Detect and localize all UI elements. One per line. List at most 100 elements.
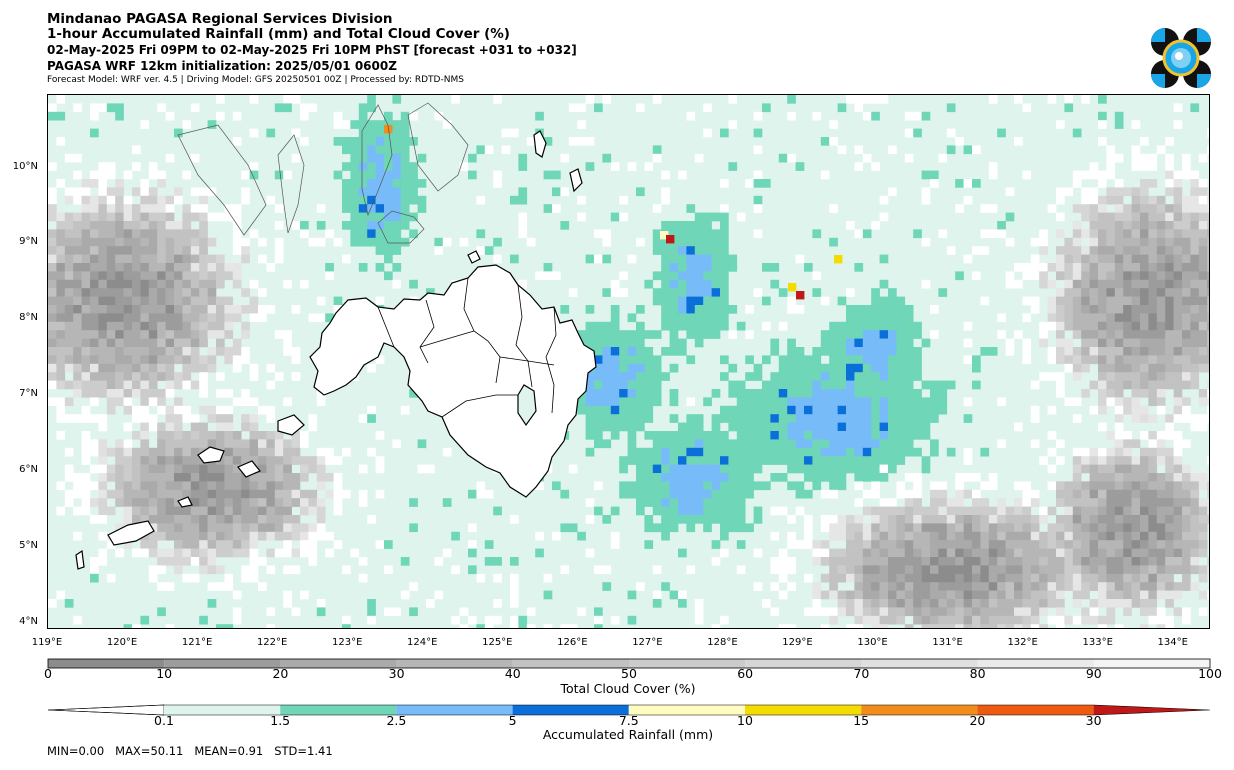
rainfall-swatch	[164, 705, 281, 715]
rainfall-swatch	[280, 705, 397, 715]
latitude-label: 6°N	[19, 464, 38, 475]
longitude-label: 121°E	[181, 637, 213, 648]
longitude-label: 120°E	[106, 637, 138, 648]
cloud-cover-swatch	[280, 659, 397, 668]
rainfall-tick: 0.1	[154, 713, 174, 728]
map-title: Mindanao PAGASA Regional Services Divisi…	[47, 11, 393, 27]
mindanao-island	[309, 264, 597, 498]
rainfall-swatch	[628, 705, 745, 715]
dinagat-island	[533, 130, 547, 158]
longitude-label: 122°E	[256, 637, 288, 648]
camiguin-island	[467, 250, 481, 264]
cloud-cover-swatch	[1093, 659, 1210, 668]
rainfall-tick: 20	[969, 713, 986, 728]
longitude-label: 123°E	[331, 637, 363, 648]
stat-std: STD=1.41	[274, 744, 333, 758]
cloud-cover-tick: 90	[1085, 666, 1102, 681]
heavy-rain-cell	[660, 231, 669, 240]
cloud-cover-tick: 50	[621, 666, 637, 681]
rainfall-swatch	[47, 704, 165, 716]
heavy-rain-cell	[834, 255, 843, 264]
rainfall-cloud-map	[48, 95, 1209, 628]
rainfall-tick: 5	[508, 713, 517, 728]
cloud-cover-swatch	[745, 659, 862, 668]
coastlines	[75, 102, 597, 570]
cloud-cover-swatch	[396, 659, 513, 668]
samar-island	[407, 102, 469, 192]
cloud-cover-label: Total Cloud Cover (%)	[560, 681, 696, 696]
rainfall-tick: 10	[737, 713, 753, 728]
cloud-cover-swatch	[48, 659, 165, 668]
longitude-label: 134°E	[1157, 637, 1188, 648]
rainfall-colorbar	[47, 704, 1211, 716]
small-island	[177, 496, 193, 508]
rainfall-swatch	[1093, 705, 1210, 715]
statistics-line: MIN=0.00 MAX=50.11 MEAN=0.91 STD=1.41	[47, 744, 333, 758]
stat-mean: MEAN=0.91	[194, 744, 264, 758]
cloud-cover-colorbar	[47, 658, 1211, 669]
heavy-rain-cell	[384, 125, 393, 134]
cloud-cover-tick: 20	[272, 666, 289, 681]
heavy-rain-cell	[788, 283, 797, 292]
leyte-island	[361, 104, 393, 217]
rainfall-tick: 7.5	[618, 713, 639, 728]
cloud-cover-tick: 80	[969, 666, 986, 681]
rainfall-swatch	[861, 705, 978, 715]
model-credits: Forecast Model: WRF ver. 4.5 | Driving M…	[47, 75, 464, 85]
longitude-label: 131°E	[932, 637, 963, 648]
stat-min: MIN=0.00	[47, 744, 105, 758]
basilan-island	[277, 414, 305, 436]
stat-max: MAX=50.11	[115, 744, 184, 758]
latitude-label: 7°N	[19, 388, 38, 399]
sulu-island	[197, 446, 225, 464]
latitude-label: 5°N	[19, 540, 38, 551]
heavy-rain-cell	[796, 291, 805, 300]
longitude-label: 132°E	[1007, 637, 1038, 648]
cloud-cover-tick: 30	[388, 666, 405, 681]
longitude-label: 126°E	[557, 637, 588, 648]
rainfall-tick: 2.5	[386, 713, 407, 728]
cloud-cover-swatch	[861, 659, 978, 668]
cloud-cover-tick: 100	[1198, 666, 1222, 681]
longitude-label: 127°E	[632, 637, 663, 648]
rainfall-swatch	[977, 705, 1094, 715]
rainfall-label: Accumulated Rainfall (mm)	[542, 727, 714, 742]
latitude-label: 8°N	[19, 312, 38, 323]
longitude-label: 129°E	[782, 637, 813, 648]
cloud-cover-swatch	[164, 659, 281, 668]
bohol-island	[377, 210, 425, 244]
cloud-cover-tick: 10	[156, 666, 173, 681]
siargao-island	[569, 168, 583, 193]
longitude-label: 119°E	[31, 637, 63, 648]
jolo-island	[237, 460, 261, 478]
longitude-label: 130°E	[857, 637, 888, 648]
latitude-label: 10°N	[12, 161, 38, 172]
forecast-period: 02-May-2025 Fri 09PM to 02-May-2025 Fri …	[47, 43, 577, 57]
cloud-cover-swatch	[977, 659, 1094, 668]
longitude-label: 133°E	[1082, 637, 1113, 648]
rainfall-tick: 30	[1085, 713, 1102, 728]
longitude-label: 124°E	[407, 637, 438, 648]
longitude-label: 125°E	[482, 637, 513, 648]
cloud-cover-swatch	[512, 659, 629, 668]
davao-gulf	[517, 384, 537, 427]
initialization-time: PAGASA WRF 12km initialization: 2025/05/…	[47, 59, 397, 73]
map-subtitle: 1-hour Accumulated Rainfall (mm) and Tot…	[47, 26, 510, 42]
negros-island	[177, 124, 267, 236]
rainfall-swatch	[745, 705, 862, 715]
rainfall-swatch	[512, 705, 629, 715]
latitude-label: 4°N	[19, 616, 38, 627]
cebu-island	[277, 134, 305, 234]
map-panel[interactable]	[47, 94, 1210, 629]
rainfall-swatch	[396, 705, 513, 715]
small-island	[75, 549, 85, 570]
cloud-cover-tick: 70	[853, 666, 870, 681]
rainfall-tick: 15	[853, 713, 870, 728]
cloud-cover-tick: 40	[504, 666, 521, 681]
longitude-label: 128°E	[707, 637, 738, 648]
cloud-cover-tick: 0	[44, 666, 52, 681]
heavy-rain-cell	[666, 235, 675, 244]
pagasa-logo	[1151, 28, 1211, 88]
rainfall-tick: 1.5	[270, 713, 291, 728]
tawi-tawi-island	[107, 520, 155, 546]
